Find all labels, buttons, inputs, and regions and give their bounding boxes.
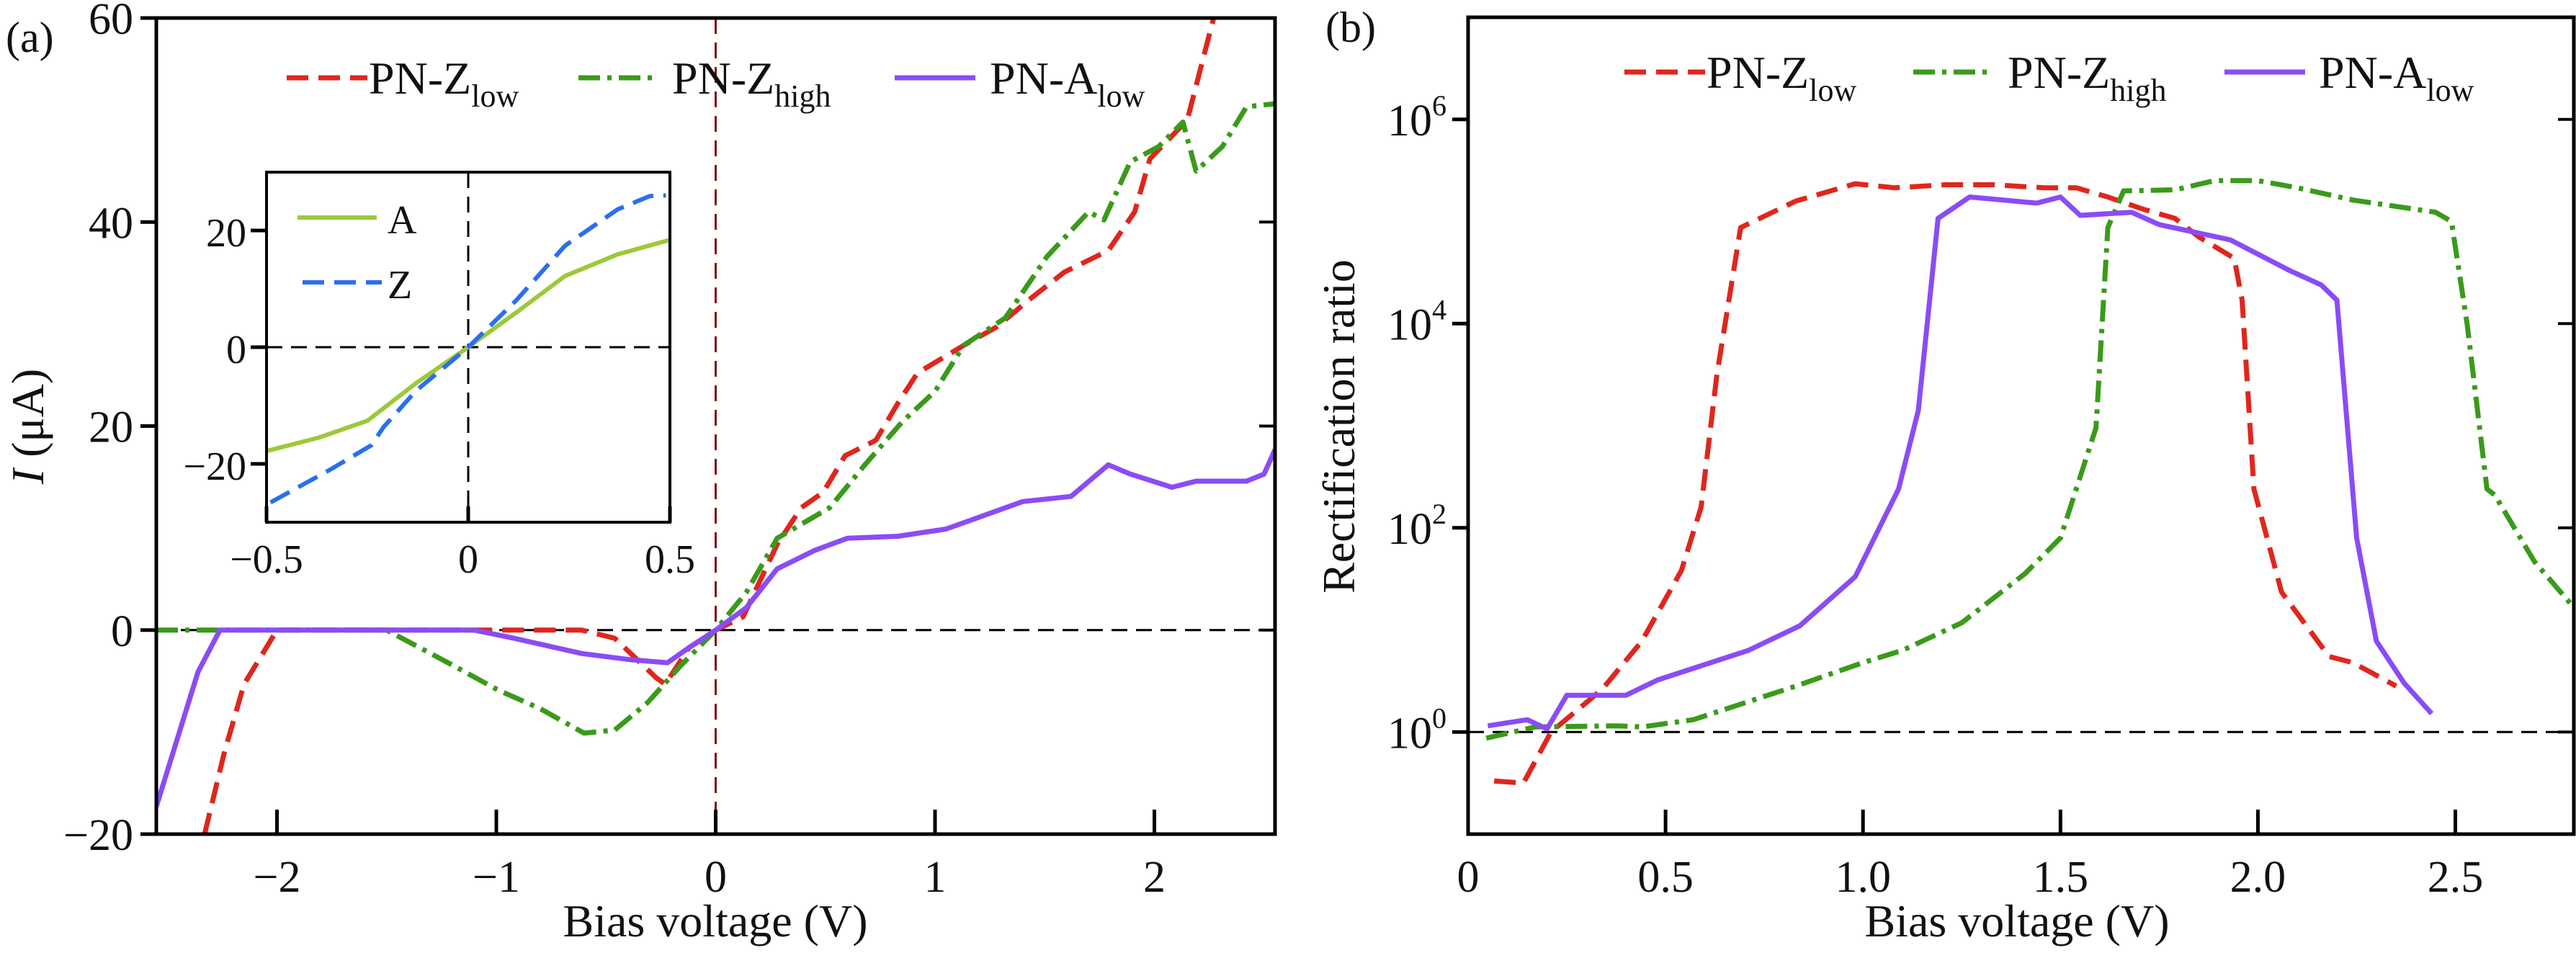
x-axis-label: Bias voltage (V) xyxy=(1865,895,2170,946)
x-tick-label: 1.5 xyxy=(2033,853,2089,902)
y-tick-label: 102 xyxy=(1387,498,1446,554)
y-tick-label: 100 xyxy=(1387,702,1446,758)
legend: PN-Zlow PN-Zhigh PN-Alow xyxy=(1624,47,2474,108)
legend-label: Z xyxy=(388,263,412,308)
legend-label: A xyxy=(388,198,417,243)
x-tick-label: 2 xyxy=(1143,853,1166,902)
axis-ticks: −2 −1 0 1 2 −20 0 20 40 60 xyxy=(63,0,1275,902)
y-tick-base: 10 xyxy=(1387,709,1432,758)
y-axis-label-var: I xyxy=(2,467,53,485)
inset-axis-ticks: −0.5 0 0.5 −20 0 20 xyxy=(183,211,695,582)
panel-a: (a) −2 −1 0 1 2 −20 0 20 40 60 Bias voltage (V) I… xyxy=(2,0,1277,946)
legend-label-main: PN-Z xyxy=(672,53,774,104)
legend-item: Z xyxy=(303,263,412,308)
inset-series-group xyxy=(267,193,670,505)
inset: −0.5 0 0.5 −20 0 20 AZ xyxy=(183,171,695,582)
legend-label-subscript: low xyxy=(1809,73,1856,108)
legend-label-subscript: low xyxy=(2426,73,2474,108)
legend-label-main: PN-A xyxy=(2319,47,2426,98)
series-line-pn-z-high xyxy=(156,101,1275,736)
x-tick-label: 1 xyxy=(924,853,947,902)
legend-label-main: PN-A xyxy=(990,53,1097,104)
legend-item: PN-Zlow xyxy=(287,53,519,114)
y-tick-exponent: 0 xyxy=(1432,702,1446,734)
y-tick-base: 10 xyxy=(1387,505,1432,554)
legend-label-subscript: high xyxy=(774,79,831,114)
x-axis-label: Bias voltage (V) xyxy=(563,895,868,946)
legend-item: PN-Alow xyxy=(895,53,1145,114)
y-tick-exponent: 6 xyxy=(1432,89,1446,122)
legend-label: PN-Zlow xyxy=(1707,47,1856,108)
x-tick-label: 0 xyxy=(458,537,478,582)
legend-label-subscript: low xyxy=(471,79,519,114)
legend-label: PN-Alow xyxy=(990,53,1145,114)
x-tick-label: 2.0 xyxy=(2230,853,2286,902)
y-tick-base: 10 xyxy=(1387,300,1432,349)
x-tick-label: −1 xyxy=(473,853,520,902)
y-axis-label: Rectification ratio xyxy=(1313,259,1364,594)
inset-legend: AZ xyxy=(298,198,417,308)
series-line-z xyxy=(269,193,666,505)
legend-label-subscript: low xyxy=(1097,79,1145,114)
x-tick-label: 0 xyxy=(1457,853,1480,902)
y-tick-label: 104 xyxy=(1387,293,1446,349)
y-tick-label: −20 xyxy=(183,444,246,489)
series-line-pn-a-low xyxy=(1487,194,2434,732)
legend-label: PN-Alow xyxy=(2319,47,2474,108)
x-tick-label: 2.5 xyxy=(2428,853,2484,902)
x-tick-label: 0 xyxy=(705,853,727,902)
legend-label-main: A xyxy=(388,198,417,243)
x-tick-label: 1.0 xyxy=(1835,853,1891,902)
legend-item: PN-Zlow xyxy=(1624,47,1856,108)
x-tick-label: −0.5 xyxy=(230,537,303,582)
series-group xyxy=(156,18,1275,834)
y-tick-base: 10 xyxy=(1387,97,1432,146)
legend-label-subscript: high xyxy=(2110,73,2166,108)
x-tick-label: 0.5 xyxy=(645,537,695,582)
y-tick-label: 0 xyxy=(111,607,133,656)
x-tick-label: 0.5 xyxy=(1637,853,1694,902)
series-group xyxy=(1485,178,2574,786)
legend-item: PN-Alow xyxy=(2224,47,2474,108)
series-line-pn-z-high xyxy=(1485,178,2574,741)
series-line-pn-z-low xyxy=(1493,181,2397,786)
legend-label: PN-Zhigh xyxy=(2008,47,2166,108)
legend-item: A xyxy=(298,198,417,243)
y-tick-label: −20 xyxy=(63,811,133,860)
x-tick-label: −2 xyxy=(253,853,300,902)
legend: PN-Zlow PN-Zhigh PN-Alow xyxy=(287,53,1145,114)
y-tick-label: 20 xyxy=(206,211,246,256)
y-tick-label: 0 xyxy=(226,328,246,372)
legend-label-main: PN-Z xyxy=(2008,47,2110,98)
panel-a-label: (a) xyxy=(6,14,54,61)
legend-label-main: PN-Z xyxy=(1707,47,1809,98)
legend-item: PN-Zhigh xyxy=(578,53,831,114)
legend-label: PN-Zlow xyxy=(369,53,519,114)
y-tick-label: 40 xyxy=(89,199,133,248)
legend-item: PN-Zhigh xyxy=(1913,47,2166,108)
y-tick-label: 106 xyxy=(1387,89,1446,146)
legend-label-main: PN-Z xyxy=(369,53,471,104)
series-line-pn-a-low xyxy=(156,448,1275,807)
y-tick-exponent: 2 xyxy=(1432,498,1446,530)
y-tick-label: 60 xyxy=(89,0,133,44)
y-axis-label-unit: (μA) xyxy=(2,369,53,469)
legend-label-main: Z xyxy=(388,263,412,308)
plot-frame xyxy=(1466,15,2576,836)
y-tick-exponent: 4 xyxy=(1432,293,1446,326)
y-tick-label: 20 xyxy=(89,403,133,452)
legend-label: PN-Zhigh xyxy=(672,53,831,114)
panel-b-label: (b) xyxy=(1325,4,1376,51)
y-axis-label: I (μA) xyxy=(2,369,53,485)
